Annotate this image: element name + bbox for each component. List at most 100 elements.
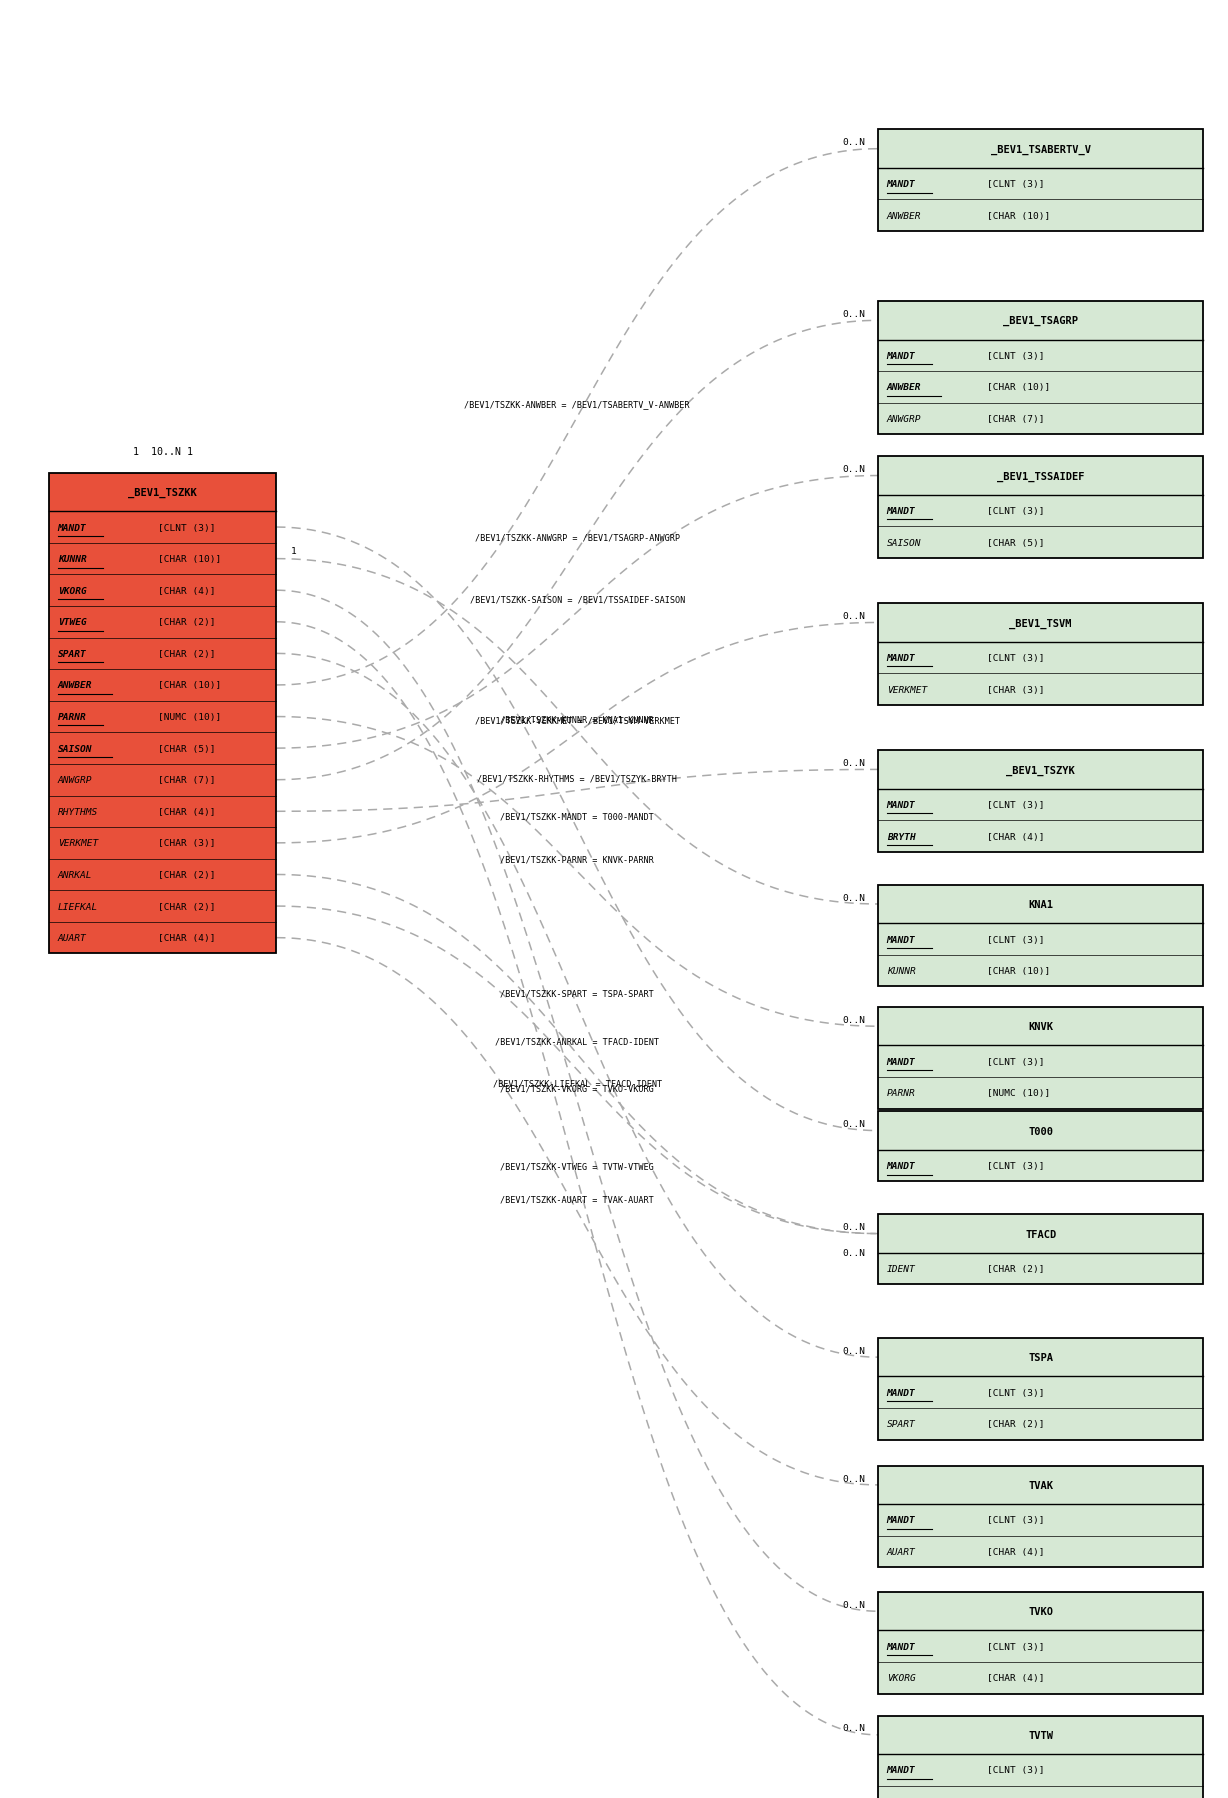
Text: ANWBER: ANWBER — [58, 681, 92, 690]
Text: ANWBER: ANWBER — [887, 212, 921, 221]
Bar — [878, 752, 1203, 852]
Text: VKORG: VKORG — [887, 1674, 915, 1683]
Text: /BEV1/TSZKK-LIEFKAL = TFACD-IDENT: /BEV1/TSZKK-LIEFKAL = TFACD-IDENT — [492, 1079, 662, 1088]
Text: RHYTHMS: RHYTHMS — [58, 807, 98, 816]
Text: 0..N: 0..N — [842, 1223, 866, 1232]
Text: MANDT: MANDT — [887, 935, 915, 944]
Text: 0..N: 0..N — [842, 1724, 866, 1733]
Text: AUART: AUART — [887, 1546, 915, 1555]
Text: SPART: SPART — [887, 1419, 915, 1428]
Text: ANWBER: ANWBER — [887, 383, 921, 392]
Text: _BEV1_TSAGRP: _BEV1_TSAGRP — [1003, 316, 1078, 325]
Text: ANRKAL: ANRKAL — [58, 870, 92, 879]
Text: VERKMET: VERKMET — [58, 840, 98, 849]
Text: [CHAR (10)]: [CHAR (10)] — [158, 556, 222, 565]
Text: [CHAR (7)]: [CHAR (7)] — [987, 415, 1045, 424]
Text: _BEV1_TSABERTV_V: _BEV1_TSABERTV_V — [991, 144, 1090, 155]
Text: [CHAR (2)]: [CHAR (2)] — [987, 1419, 1045, 1428]
Text: MANDT: MANDT — [887, 507, 915, 516]
Text: /BEV1/TSZKK-MANDT = T000-MANDT: /BEV1/TSZKK-MANDT = T000-MANDT — [500, 813, 655, 822]
Text: /BEV1/TSZKK-RHYTHMS = /BEV1/TSZYK-BRYTH: /BEV1/TSZKK-RHYTHMS = /BEV1/TSZYK-BRYTH — [478, 773, 677, 782]
Text: VKORG: VKORG — [58, 586, 86, 595]
Bar — [878, 1715, 1203, 1798]
Bar — [878, 302, 1203, 435]
Text: [CHAR (10)]: [CHAR (10)] — [987, 967, 1051, 976]
Text: KNA1: KNA1 — [1028, 899, 1054, 910]
Text: MANDT: MANDT — [887, 1057, 915, 1066]
Text: 0..N: 0..N — [842, 611, 866, 620]
Text: KUNNR: KUNNR — [887, 967, 915, 976]
Text: MANDT: MANDT — [887, 352, 915, 361]
Text: ANWGRP: ANWGRP — [58, 775, 92, 784]
Text: LIEFKAL: LIEFKAL — [58, 903, 98, 912]
Text: [CLNT (3)]: [CLNT (3)] — [987, 352, 1045, 361]
Bar — [878, 131, 1203, 232]
Text: [CLNT (3)]: [CLNT (3)] — [987, 935, 1045, 944]
Text: /BEV1/TSZKK-ANRKAL = TFACD-IDENT: /BEV1/TSZKK-ANRKAL = TFACD-IDENT — [495, 1037, 659, 1046]
Text: VTWEG: VTWEG — [58, 619, 86, 628]
Text: MANDT: MANDT — [887, 1162, 915, 1170]
Text: [CHAR (10)]: [CHAR (10)] — [987, 212, 1051, 221]
Text: /BEV1/TSZKK-ANWBER = /BEV1/TSABERTV_V-ANWBER: /BEV1/TSZKK-ANWBER = /BEV1/TSABERTV_V-AN… — [464, 401, 690, 410]
Text: /BEV1/TSZKK-ANWGRP = /BEV1/TSAGRP-ANWGRP: /BEV1/TSZKK-ANWGRP = /BEV1/TSAGRP-ANWGRP — [475, 534, 679, 543]
Text: /BEV1/TSZKK-KUNNR = KNA1-KUNNR: /BEV1/TSZKK-KUNNR = KNA1-KUNNR — [500, 714, 655, 723]
Text: PARNR: PARNR — [58, 712, 86, 721]
Bar — [878, 457, 1203, 559]
Text: [CHAR (5)]: [CHAR (5)] — [158, 744, 216, 753]
Text: [CLNT (3)]: [CLNT (3)] — [987, 1766, 1045, 1775]
Text: [CLNT (3)]: [CLNT (3)] — [158, 523, 216, 532]
Text: TVTW: TVTW — [1028, 1730, 1054, 1740]
Text: IDENT: IDENT — [887, 1264, 915, 1273]
Text: [CLNT (3)]: [CLNT (3)] — [987, 507, 1045, 516]
Text: 0..N: 0..N — [842, 894, 866, 903]
Bar — [878, 1007, 1203, 1109]
Text: [CLNT (3)]: [CLNT (3)] — [987, 1642, 1045, 1651]
Text: [CHAR (5)]: [CHAR (5)] — [987, 538, 1045, 547]
Text: [CLNT (3)]: [CLNT (3)] — [987, 1516, 1045, 1525]
Text: 0..N: 0..N — [842, 1474, 866, 1483]
Text: /BEV1/TSZKK-SAISON = /BEV1/TSSAIDEF-SAISON: /BEV1/TSZKK-SAISON = /BEV1/TSSAIDEF-SAIS… — [469, 595, 685, 604]
Text: [CHAR (2)]: [CHAR (2)] — [158, 903, 216, 912]
Text: [CLNT (3)]: [CLNT (3)] — [987, 1162, 1045, 1170]
Text: MANDT: MANDT — [887, 1516, 915, 1525]
Bar — [878, 1465, 1203, 1568]
Text: [CHAR (10)]: [CHAR (10)] — [987, 383, 1051, 392]
Text: /BEV1/TSZKK-VERKMET = /BEV1/TSVM-VERKMET: /BEV1/TSZKK-VERKMET = /BEV1/TSVM-VERKMET — [475, 716, 679, 725]
Text: 0..N: 0..N — [842, 309, 866, 318]
Bar — [878, 1338, 1203, 1440]
Text: 0..N: 0..N — [842, 1248, 866, 1257]
Text: [CHAR (4)]: [CHAR (4)] — [987, 1674, 1045, 1683]
Text: [CHAR (2)]: [CHAR (2)] — [158, 870, 216, 879]
Text: TFACD: TFACD — [1025, 1228, 1056, 1239]
Bar — [878, 1215, 1203, 1286]
Text: SPART: SPART — [58, 649, 86, 658]
Text: MANDT: MANDT — [887, 1766, 915, 1775]
Text: [CLNT (3)]: [CLNT (3)] — [987, 1388, 1045, 1397]
Text: [CHAR (4)]: [CHAR (4)] — [158, 586, 216, 595]
Text: 0..N: 0..N — [842, 759, 866, 768]
Text: [CLNT (3)]: [CLNT (3)] — [987, 180, 1045, 189]
Text: SAISON: SAISON — [58, 744, 92, 753]
Text: 0..N: 0..N — [842, 1016, 866, 1025]
Text: [CLNT (3)]: [CLNT (3)] — [987, 800, 1045, 809]
Text: 0..N: 0..N — [842, 138, 866, 147]
Text: 0..N: 0..N — [842, 1347, 866, 1356]
Text: [CHAR (7)]: [CHAR (7)] — [158, 775, 216, 784]
Text: 0..N: 0..N — [842, 1120, 866, 1129]
Text: 1: 1 — [291, 547, 297, 556]
Text: [NUMC (10)]: [NUMC (10)] — [158, 712, 222, 721]
Text: MANDT: MANDT — [887, 1642, 915, 1651]
Text: [CHAR (3)]: [CHAR (3)] — [987, 685, 1045, 694]
Bar — [878, 885, 1203, 987]
Text: MANDT: MANDT — [887, 654, 915, 663]
Text: [CHAR (2)]: [CHAR (2)] — [158, 649, 216, 658]
Text: _BEV1_TSZYK: _BEV1_TSZYK — [1007, 764, 1074, 775]
Text: [CHAR (10)]: [CHAR (10)] — [158, 681, 222, 690]
Text: [CLNT (3)]: [CLNT (3)] — [987, 1057, 1045, 1066]
Text: [CLNT (3)]: [CLNT (3)] — [987, 654, 1045, 663]
Text: /BEV1/TSZKK-PARNR = KNVK-PARNR: /BEV1/TSZKK-PARNR = KNVK-PARNR — [500, 854, 655, 863]
Text: TVAK: TVAK — [1028, 1480, 1054, 1491]
Text: MANDT: MANDT — [58, 523, 86, 532]
Text: /BEV1/TSZKK-AUART = TVAK-AUART: /BEV1/TSZKK-AUART = TVAK-AUART — [500, 1194, 655, 1203]
Text: [CHAR (4)]: [CHAR (4)] — [158, 807, 216, 816]
